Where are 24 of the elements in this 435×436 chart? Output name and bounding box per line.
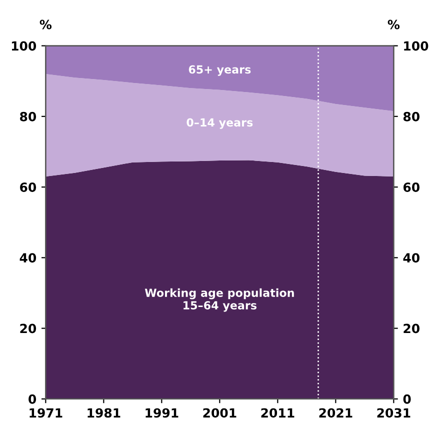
- annotation: Working age population 15–64 years: [144, 288, 294, 312]
- annotation: 0–14 years: [186, 118, 253, 129]
- annotation: 65+ years: [188, 65, 251, 76]
- y-tick-label: 100: [12, 41, 36, 51]
- y2-tick-label: 80: [403, 112, 420, 122]
- x-tick-label: 2021: [319, 408, 352, 418]
- y-tick-label: 40: [20, 253, 36, 263]
- x-tick-label: 2001: [203, 408, 236, 418]
- x-tick-label: 1981: [88, 408, 120, 418]
- y2-tick-label: 20: [404, 324, 420, 334]
- x-tick-label: 1991: [146, 408, 178, 418]
- y2-tick-label: 60: [403, 182, 420, 192]
- y2-tick-label: 100: [404, 41, 428, 51]
- x-tick-label: 2011: [261, 408, 294, 418]
- y-tick-label: 60: [20, 182, 36, 192]
- y2-axis-title: %: [388, 20, 400, 30]
- y2-tick-label: 40: [403, 253, 420, 263]
- y-tick-label: 0: [28, 394, 36, 404]
- y-tick-label: 80: [20, 112, 36, 122]
- y-axis-title: %: [40, 20, 52, 30]
- y-tick-label: 20: [20, 324, 36, 334]
- x-tick-label: 1971: [30, 408, 62, 418]
- x-tick-label: 2031: [377, 408, 410, 418]
- y2-tick-label: 0: [403, 394, 411, 404]
